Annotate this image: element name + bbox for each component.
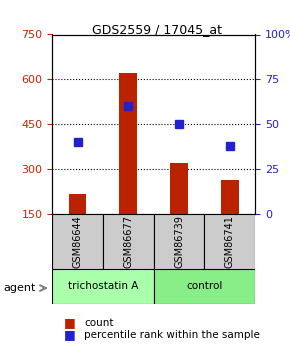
FancyBboxPatch shape: [103, 214, 154, 269]
Text: GSM86677: GSM86677: [123, 215, 133, 268]
Bar: [69, 195, 86, 214]
Text: trichostatin A: trichostatin A: [68, 282, 138, 291]
FancyBboxPatch shape: [52, 214, 103, 269]
Bar: [170, 163, 188, 214]
Text: agent: agent: [3, 283, 35, 293]
FancyBboxPatch shape: [204, 214, 255, 269]
Text: GDS2559 / 17045_at: GDS2559 / 17045_at: [92, 23, 222, 36]
FancyBboxPatch shape: [154, 269, 255, 304]
Text: GSM86644: GSM86644: [72, 215, 83, 268]
FancyBboxPatch shape: [154, 214, 204, 269]
Text: percentile rank within the sample: percentile rank within the sample: [84, 330, 260, 339]
Text: control: control: [186, 282, 223, 291]
Bar: [119, 73, 137, 214]
Text: GSM86739: GSM86739: [174, 215, 184, 268]
FancyBboxPatch shape: [52, 269, 154, 304]
Text: GSM86741: GSM86741: [225, 215, 235, 268]
Text: count: count: [84, 318, 114, 327]
Text: ■: ■: [64, 328, 76, 341]
Text: ■: ■: [64, 316, 76, 329]
Bar: [221, 179, 239, 214]
